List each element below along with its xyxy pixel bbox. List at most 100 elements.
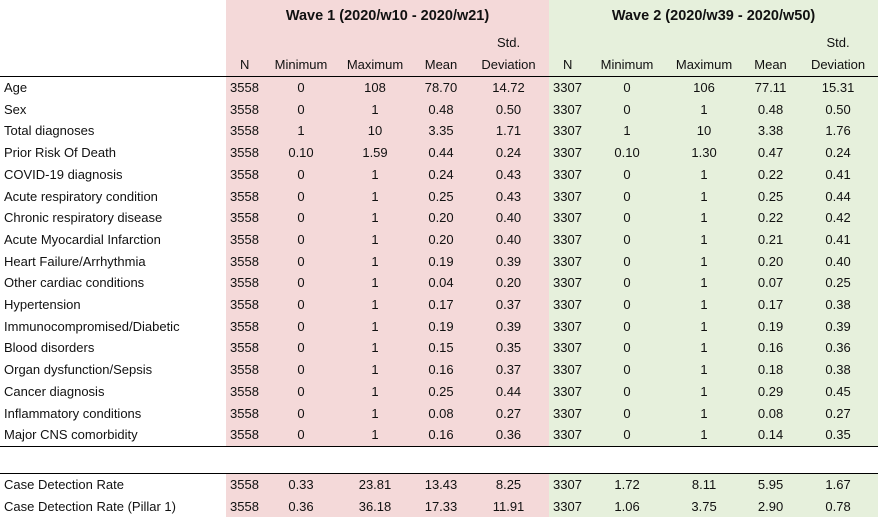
- wave-2-mean-cell: 0.19: [743, 315, 799, 338]
- wave-2-mean-cell: 0.08: [743, 402, 799, 425]
- wave-1-mean-cell: 13.43: [414, 472, 468, 496]
- row-label: Immunocompromised/Diabetic: [4, 318, 180, 334]
- table-row: Hypertension 3558 0 1 0.17 0.37 3307 0 1 0.17 0.38: [0, 294, 878, 316]
- wave-1-n-cell: 3558: [226, 315, 266, 338]
- wave-2-std-cell: 0.38: [798, 294, 878, 316]
- wave-1-std-cell: 0.35: [468, 337, 550, 360]
- wave-1-max-header: Maximum: [336, 54, 414, 77]
- wave-2-max-cell: 3.75: [665, 495, 744, 517]
- wave-1-std-cell: 0.50: [468, 98, 550, 121]
- row-label: Acute respiratory condition: [4, 188, 158, 204]
- wave-1-max-cell: 1: [336, 163, 414, 186]
- wave-2-min-header: Minimum: [589, 54, 666, 77]
- table-row: Sex 3558 0 1 0.48 0.50 3307 0 1 0.48 0.50: [0, 98, 878, 121]
- table-row: Acute Myocardial Infarction 3558 0 1 0.20 0.4…: [0, 228, 878, 251]
- wave-1-std-cell: 0.20: [468, 272, 550, 295]
- wave-2-max-cell: 1: [665, 185, 744, 208]
- wave-2-max-cell: 1: [665, 272, 744, 295]
- wave-2-std-cell: 1.67: [798, 472, 878, 496]
- wave-1-mean-cell: 0.16: [414, 359, 468, 381]
- wave-1-mean-cell: 78.70: [414, 75, 468, 99]
- wave-1-max-cell: 1: [336, 185, 414, 208]
- wave-1-min-cell: 0: [266, 337, 336, 360]
- wave-2-min-cell: 1.72: [589, 472, 666, 496]
- wave-1-min-cell: 0: [266, 294, 336, 316]
- table-row: Organ dysfunction/Sepsis 3558 0 1 0.16 0.37 33…: [0, 359, 878, 381]
- wave-2-max-header: Maximum: [665, 54, 744, 77]
- wave-1-max-cell: 1: [336, 402, 414, 425]
- wave-1-min-header: Minimum: [266, 54, 336, 77]
- wave-1-min-cell: 0.10: [266, 142, 336, 164]
- wave-2-max-cell: 8.11: [665, 472, 744, 496]
- wave-2-max-cell: 1.30: [665, 142, 744, 164]
- wave-1-mean-cell: 0.44: [414, 142, 468, 164]
- wave-1-max-cell: 36.18: [336, 495, 414, 517]
- wave-2-std-header-top: Std.: [798, 32, 878, 54]
- wave-1-mean-cell: 0.04: [414, 272, 468, 295]
- wave-1-std-cell: 0.37: [468, 294, 550, 316]
- wave-2-n-cell: 3307: [549, 495, 590, 517]
- wave-1-n-cell: 3558: [226, 424, 266, 447]
- wave-2-mean-cell: 0.48: [743, 98, 799, 121]
- wave-1-std-cell: 0.36: [468, 424, 550, 447]
- wave-2-mean-cell: 0.16: [743, 337, 799, 360]
- wave-2-min-cell: 0: [589, 185, 666, 208]
- wave-1-max-cell: 10: [336, 120, 414, 143]
- table-row: Cancer diagnosis 3558 0 1 0.25 0.44 3307 0 1 0.29…: [0, 380, 878, 403]
- wave-2-min-cell: 0: [589, 250, 666, 273]
- wave-1-std-cell: 0.40: [468, 207, 550, 229]
- wave-2-mean-cell: 0.25: [743, 185, 799, 208]
- wave-1-min-cell: 0: [266, 163, 336, 186]
- row-label: COVID-19 diagnosis: [4, 166, 123, 182]
- row-label: Other cardiac conditions: [4, 275, 145, 291]
- wave-2-std-cell: 0.44: [798, 185, 878, 208]
- wave-1-mean-cell: 17.33: [414, 495, 468, 517]
- wave-2-std-cell: 0.45: [798, 380, 878, 403]
- wave-2-max-cell: 1: [665, 380, 744, 403]
- wave-2-mean-cell: 0.47: [743, 142, 799, 164]
- spacer-row: [0, 446, 878, 473]
- wave-2-min-cell: 0: [589, 75, 666, 99]
- wave-1-mean-cell: 0.08: [414, 402, 468, 425]
- wave-1-max-cell: 1: [336, 228, 414, 251]
- table-row: Case Detection Rate (Pillar 1) 3558 0.36 36…: [0, 495, 878, 517]
- wave-2-max-cell: 106: [665, 75, 744, 99]
- wave-2-n-header: N: [549, 54, 590, 77]
- wave-2-n-cell: 3307: [549, 315, 590, 338]
- wave-1-n-cell: 3558: [226, 272, 266, 295]
- wave-2-mean-cell: 0.17: [743, 294, 799, 316]
- wave-2-min-cell: 0: [589, 98, 666, 121]
- wave-1-n-cell: 3558: [226, 402, 266, 425]
- wave-1-std-cell: 0.39: [468, 315, 550, 338]
- wave-2-std-header-bottom: Deviation: [798, 54, 878, 77]
- row-label: Case Detection Rate (Pillar 1): [4, 498, 176, 514]
- wave-1-std-cell: 0.40: [468, 228, 550, 251]
- table-row: Immunocompromised/Diabetic 3558 0 1 0.19 0.39…: [0, 315, 878, 338]
- table-row: Other cardiac conditions 3558 0 1 0.04 0.20 33…: [0, 272, 878, 295]
- wave-1-n-cell: 3558: [226, 163, 266, 186]
- wave-2-max-cell: 1: [665, 294, 744, 316]
- table-row: Inflammatory conditions 3558 0 1 0.08 0.27 330…: [0, 402, 878, 425]
- table-row: Total diagnoses 3558 1 10 3.35 1.71 3307 1 10 3.3…: [0, 120, 878, 143]
- wave-1-n-cell: 3558: [226, 207, 266, 229]
- row-label: Acute Myocardial Infarction: [4, 231, 161, 247]
- header-row-top: Std. Std.: [0, 32, 878, 54]
- wave-2-min-cell: 0: [589, 315, 666, 338]
- wave-2-n-cell: 3307: [549, 359, 590, 381]
- wave-1-std-cell: 0.24: [468, 142, 550, 164]
- wave-2-min-cell: 0: [589, 424, 666, 447]
- wave-2-min-cell: 1.06: [589, 495, 666, 517]
- wave-1-std-cell: 0.37: [468, 359, 550, 381]
- wave-2-n-cell: 3307: [549, 75, 590, 99]
- wave-1-mean-cell: 0.15: [414, 337, 468, 360]
- wave-2-title: Wave 2 (2020/w39 - 2020/w50): [549, 0, 878, 32]
- wave-2-mean-cell: 77.11: [743, 75, 799, 99]
- wave-1-mean-cell: 0.48: [414, 98, 468, 121]
- wave-1-n-cell: 3558: [226, 294, 266, 316]
- table-row: Age 3558 0 108 78.70 14.72 3307 0 106 77.11 15.31: [0, 75, 878, 99]
- wave-1-std-cell: 8.25: [468, 472, 550, 496]
- wave-1-mean-cell: 0.20: [414, 207, 468, 229]
- wave-2-std-cell: 0.27: [798, 402, 878, 425]
- wave-2-std-cell: 0.50: [798, 98, 878, 121]
- wave-2-n-cell: 3307: [549, 98, 590, 121]
